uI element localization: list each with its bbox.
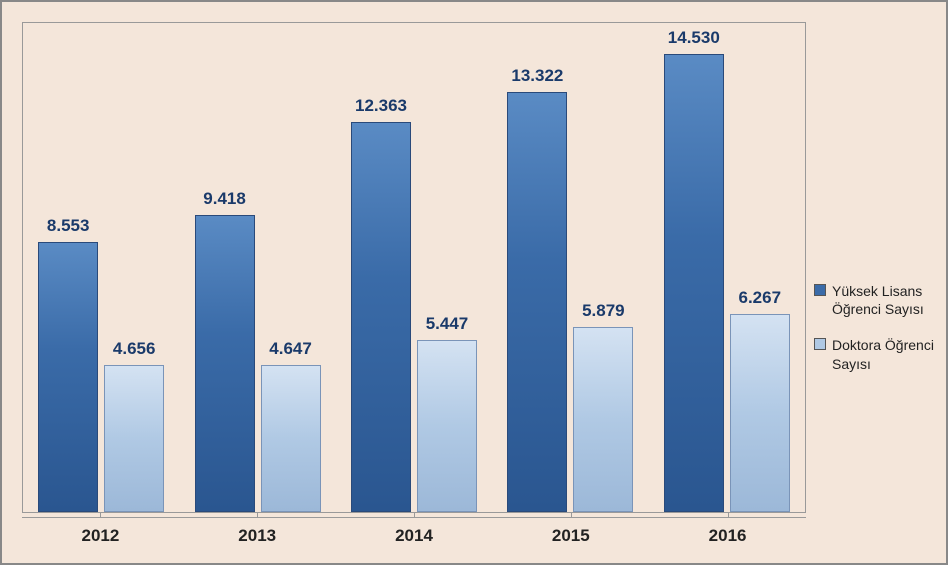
- bar-value-label: 13.322: [477, 66, 597, 86]
- bar-series1: [195, 215, 255, 512]
- bar-series2: [573, 327, 633, 512]
- x-tick-label: 2016: [649, 517, 806, 553]
- bar-group: 9.4184.647: [179, 23, 335, 512]
- legend-item-series2: Doktora Öğrenci Sayısı: [814, 336, 934, 372]
- bar-value-label: 6.267: [700, 288, 820, 308]
- bar-value-label: 4.647: [231, 339, 351, 359]
- legend-label: Doktora Öğrenci Sayısı: [832, 336, 934, 372]
- plot-area-border: 8.5534.6569.4184.64712.3635.44713.3225.8…: [22, 22, 806, 513]
- bar-value-label: 5.447: [387, 314, 507, 334]
- x-tick-label: 2015: [492, 517, 649, 553]
- bar-series2: [104, 365, 164, 512]
- bar-series2: [417, 340, 477, 512]
- bar-value-label: 14.530: [634, 28, 754, 48]
- bar-series2: [261, 365, 321, 512]
- legend-swatch-icon: [814, 284, 826, 296]
- plot-area: 8.5534.6569.4184.64712.3635.44713.3225.8…: [23, 23, 805, 512]
- x-tick-label: 2012: [22, 517, 179, 553]
- legend-swatch-icon: [814, 338, 826, 350]
- bar-group: 13.3225.879: [492, 23, 648, 512]
- x-axis: 20122013201420152016: [22, 517, 806, 553]
- legend-item-series1: Yüksek Lisans Öğrenci Sayısı: [814, 282, 934, 318]
- bar-series2: [730, 314, 790, 512]
- x-tick-label: 2014: [336, 517, 493, 553]
- legend-label: Yüksek Lisans Öğrenci Sayısı: [832, 282, 934, 318]
- bar-group: 12.3635.447: [336, 23, 492, 512]
- bar-series1: [664, 54, 724, 512]
- bar-value-label: 9.418: [165, 189, 285, 209]
- bar-value-label: 12.363: [321, 96, 441, 116]
- bar-value-label: 4.656: [74, 339, 194, 359]
- x-tick-label: 2013: [179, 517, 336, 553]
- legend: Yüksek Lisans Öğrenci Sayısı Doktora Öğr…: [814, 282, 934, 391]
- bar-group: 8.5534.656: [23, 23, 179, 512]
- bar-value-label: 5.879: [543, 301, 663, 321]
- chart-container: 8.5534.6569.4184.64712.3635.44713.3225.8…: [0, 0, 948, 565]
- bar-group: 14.5306.267: [649, 23, 805, 512]
- bar-value-label: 8.553: [8, 216, 128, 236]
- bar-series1: [38, 242, 98, 512]
